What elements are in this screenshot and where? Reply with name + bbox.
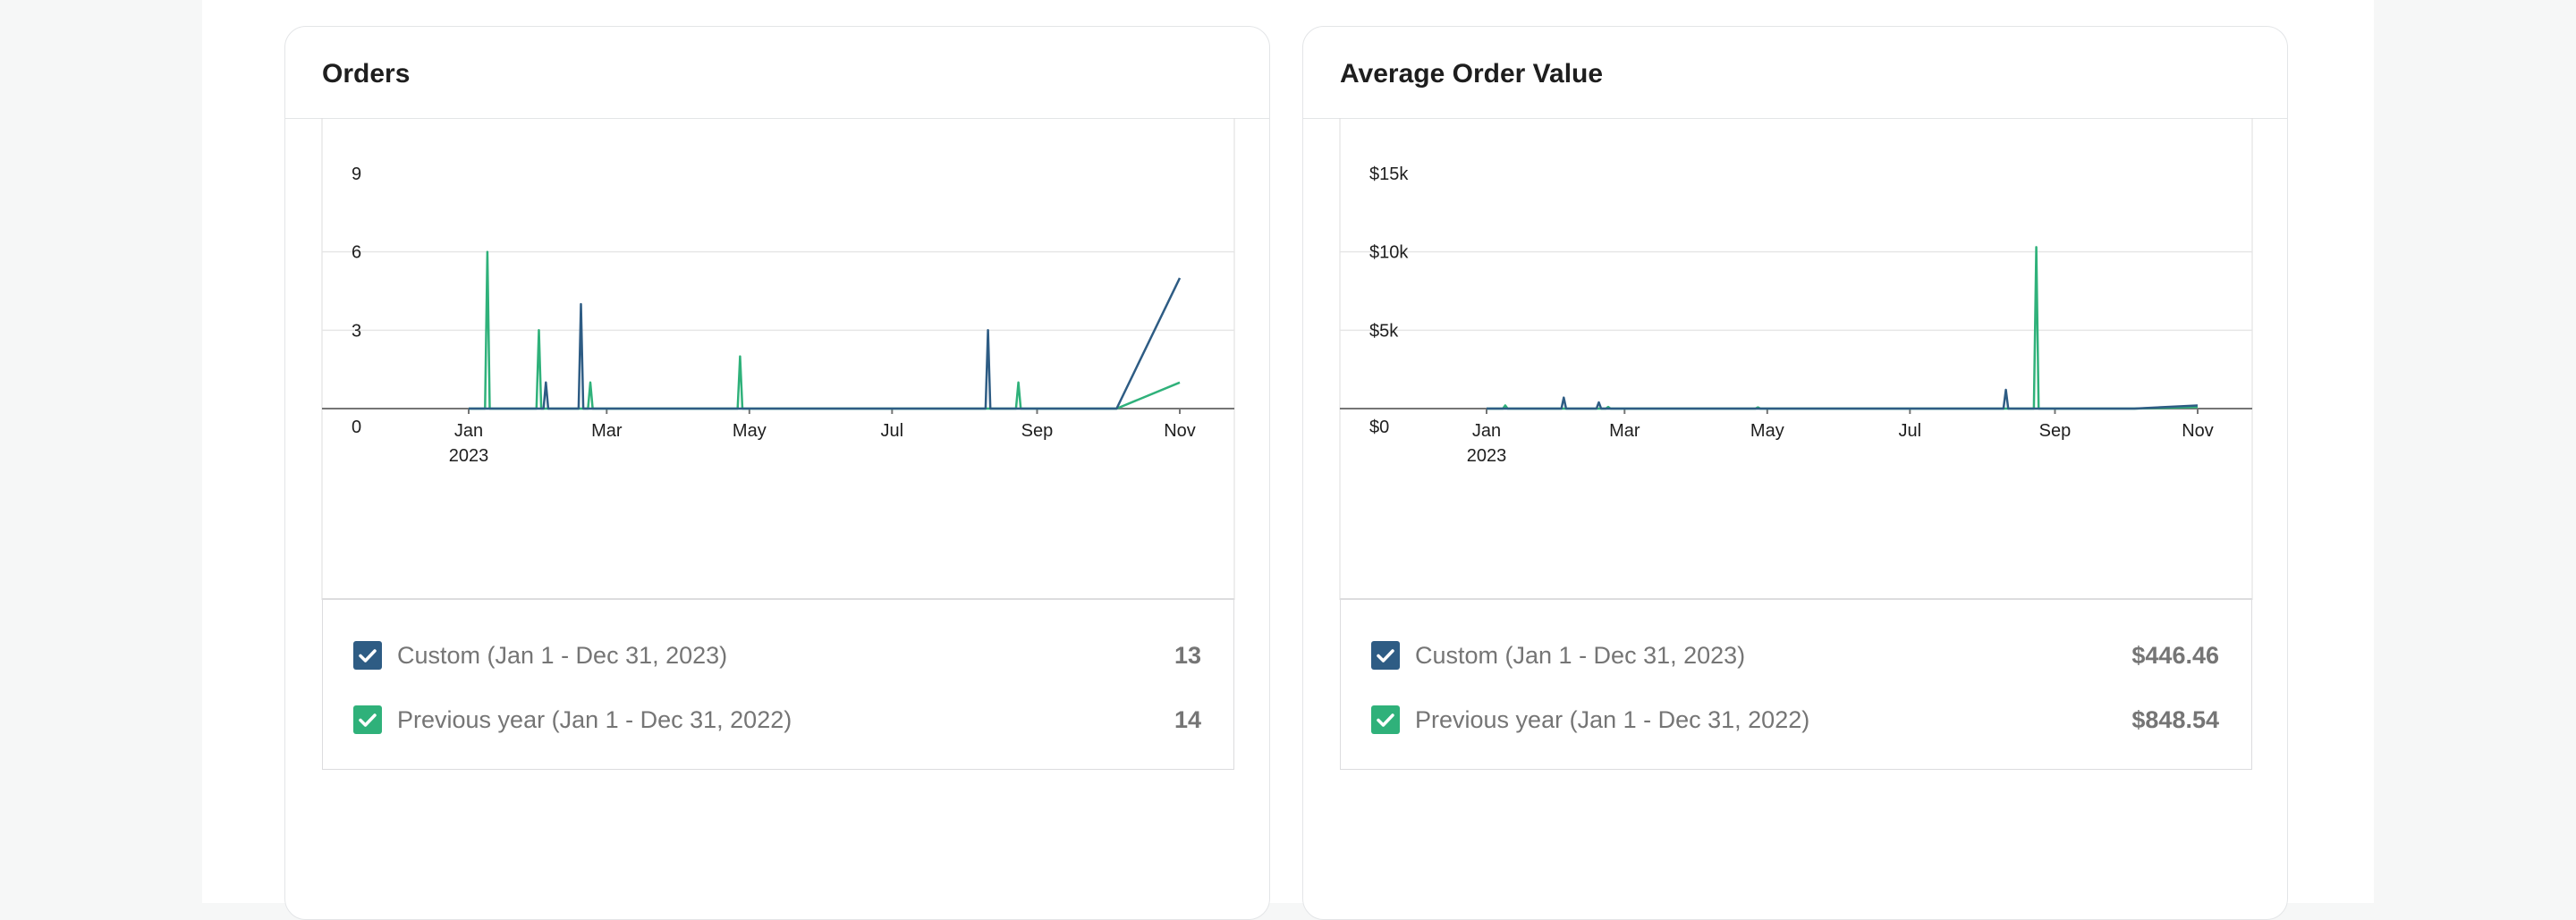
card-header: Orders: [285, 27, 1269, 119]
x-tick-label: Jul: [881, 421, 904, 441]
average-order-value-chart-card: Average Order Value $0 $5k $10k $15k Jan 2023…: [1302, 26, 2288, 920]
chart-legend: Custom (Jan 1 - Dec 31, 2023) 13 Previou…: [322, 598, 1234, 770]
series-line-previous-year: [469, 250, 1181, 410]
x-tick-label: Jan: [454, 421, 483, 441]
legend-total: 13: [1174, 642, 1201, 669]
x-tick-label: Jul: [1899, 421, 1922, 441]
series-line-custom: [1487, 388, 2199, 410]
x-tick-label: Mar: [1609, 421, 1640, 441]
card-title: Average Order Value: [1340, 59, 1604, 89]
y-tick-label: 0: [352, 418, 361, 437]
x-tick-sublabel: 2023: [1467, 446, 1507, 466]
orders-chart-card: Orders 0 3 6 9 Jan 2023 Mar May Jul Sep Nov Custom…: [284, 26, 1270, 920]
x-tick-label: Sep: [1021, 421, 1054, 441]
legend-total: $446.46: [2131, 642, 2219, 669]
series-line-previous-year: [1487, 246, 2199, 410]
y-tick-label: 6: [352, 243, 361, 263]
x-tick-sublabel: 2023: [449, 446, 489, 466]
y-tick-label: $15k: [1369, 165, 1409, 184]
average-order-value-line-chart: $0 $5k $10k $15k Jan 2023 Mar May Jul Sep Nov: [1339, 118, 2253, 600]
x-tick-label: Nov: [1164, 421, 1196, 441]
legend-label: Previous year (Jan 1 - Dec 31, 2022): [397, 706, 792, 733]
y-tick-label: $10k: [1369, 243, 1409, 263]
x-tick-label: May: [1750, 421, 1784, 441]
x-tick-label: May: [733, 421, 767, 441]
legend-label: Previous year (Jan 1 - Dec 31, 2022): [1415, 706, 1810, 733]
y-tick-label: $0: [1369, 418, 1389, 437]
x-tick-label: Jan: [1472, 421, 1501, 441]
orders-line-chart: 0 3 6 9 Jan 2023 Mar May Jul Sep Nov: [321, 118, 1235, 600]
card-title: Orders: [322, 59, 411, 89]
legend-item-previous-year[interactable]: Previous year (Jan 1 - Dec 31, 2022) 14: [323, 702, 1233, 738]
legend-label: Custom (Jan 1 - Dec 31, 2023): [397, 642, 728, 669]
legend-item-custom[interactable]: Custom (Jan 1 - Dec 31, 2023) $446.46: [1341, 637, 2251, 673]
x-tick-label: Nov: [2182, 421, 2214, 441]
checkbox-checked-icon[interactable]: [1371, 705, 1400, 734]
legend-label: Custom (Jan 1 - Dec 31, 2023): [1415, 642, 1746, 669]
x-tick-label: Sep: [2039, 421, 2072, 441]
y-tick-label: $5k: [1369, 321, 1399, 341]
card-header: Average Order Value: [1303, 27, 2287, 119]
legend-item-previous-year[interactable]: Previous year (Jan 1 - Dec 31, 2022) $84…: [1341, 702, 2251, 738]
checkbox-checked-icon[interactable]: [1371, 641, 1400, 670]
checkbox-checked-icon[interactable]: [353, 641, 382, 670]
x-tick-label: Mar: [591, 421, 623, 441]
legend-total: $848.54: [2131, 706, 2219, 733]
chart-legend: Custom (Jan 1 - Dec 31, 2023) $446.46 Pr…: [1340, 598, 2252, 770]
legend-total: 14: [1174, 706, 1201, 733]
checkbox-checked-icon[interactable]: [353, 705, 382, 734]
legend-item-custom[interactable]: Custom (Jan 1 - Dec 31, 2023) 13: [323, 637, 1233, 673]
y-tick-label: 9: [352, 165, 361, 184]
series-line-custom: [469, 277, 1182, 410]
y-tick-label: 3: [352, 321, 361, 341]
